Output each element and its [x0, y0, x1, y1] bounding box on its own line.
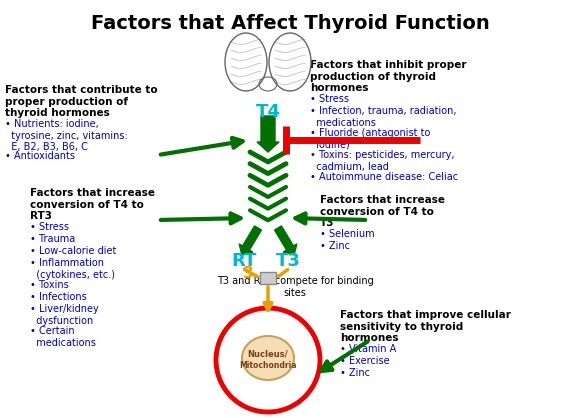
Text: T3: T3 — [276, 252, 300, 270]
Text: Factors that improve cellular
sensitivity to thyroid
hormones: Factors that improve cellular sensitivit… — [340, 310, 511, 343]
Text: • Antioxidants: • Antioxidants — [5, 151, 75, 161]
Text: • Liver/kidney
  dysfunction: • Liver/kidney dysfunction — [30, 304, 99, 326]
Text: • Zinc: • Zinc — [320, 241, 350, 251]
Text: • Exercise: • Exercise — [340, 356, 390, 366]
Bar — [260, 272, 276, 284]
Ellipse shape — [242, 336, 294, 380]
Text: 3: 3 — [242, 266, 253, 281]
Text: • Inflammation
  (cytokines, etc.): • Inflammation (cytokines, etc.) — [30, 258, 115, 280]
Text: • Low-calorie diet: • Low-calorie diet — [30, 246, 117, 256]
Text: • Selenium: • Selenium — [320, 229, 375, 239]
Text: Factors that contribute to
proper production of
thyroid hormones: Factors that contribute to proper produc… — [5, 85, 158, 118]
FancyArrow shape — [239, 226, 262, 255]
Text: • Certain
  medications: • Certain medications — [30, 326, 96, 348]
Text: • Stress: • Stress — [310, 94, 349, 104]
Text: • Autoimmune disease: Celiac: • Autoimmune disease: Celiac — [310, 172, 458, 182]
Text: • Infection, trauma, radiation,
  medications: • Infection, trauma, radiation, medicati… — [310, 106, 456, 127]
FancyArrow shape — [257, 116, 279, 152]
Text: • Trauma: • Trauma — [30, 234, 75, 244]
Text: • Vitamin A: • Vitamin A — [340, 344, 396, 354]
Text: Factors that increase
conversion of T4 to
T3: Factors that increase conversion of T4 t… — [320, 195, 445, 228]
Text: • Stress: • Stress — [30, 222, 69, 232]
Text: Factors that Affect Thyroid Function: Factors that Affect Thyroid Function — [90, 14, 490, 33]
Text: RT: RT — [231, 252, 257, 270]
Text: • Toxins: • Toxins — [30, 280, 69, 290]
Text: Nucleus/: Nucleus/ — [248, 349, 288, 359]
Text: Factors that inhibit proper
production of thyroid
hormones: Factors that inhibit proper production o… — [310, 60, 466, 93]
Text: • Fluoride (antagonist to
  iodine): • Fluoride (antagonist to iodine) — [310, 128, 430, 150]
Text: T4: T4 — [256, 103, 281, 121]
Text: • Zinc: • Zinc — [340, 368, 370, 378]
Text: Mitochondria: Mitochondria — [239, 362, 297, 370]
Text: • Toxins: pesticides, mercury,
  cadmium, lead: • Toxins: pesticides, mercury, cadmium, … — [310, 150, 455, 172]
Text: • Nutrients: iodine,
  tyrosine, zinc, vitamins:
  E, B2, B3, B6, C: • Nutrients: iodine, tyrosine, zinc, vit… — [5, 119, 128, 152]
Text: Factors that increase
conversion of T4 to
RT3: Factors that increase conversion of T4 t… — [30, 188, 155, 221]
Text: • Infections: • Infections — [30, 292, 87, 302]
FancyArrow shape — [274, 226, 297, 255]
Text: T3 and RT3 compete for binding
sites: T3 and RT3 compete for binding sites — [216, 276, 374, 298]
